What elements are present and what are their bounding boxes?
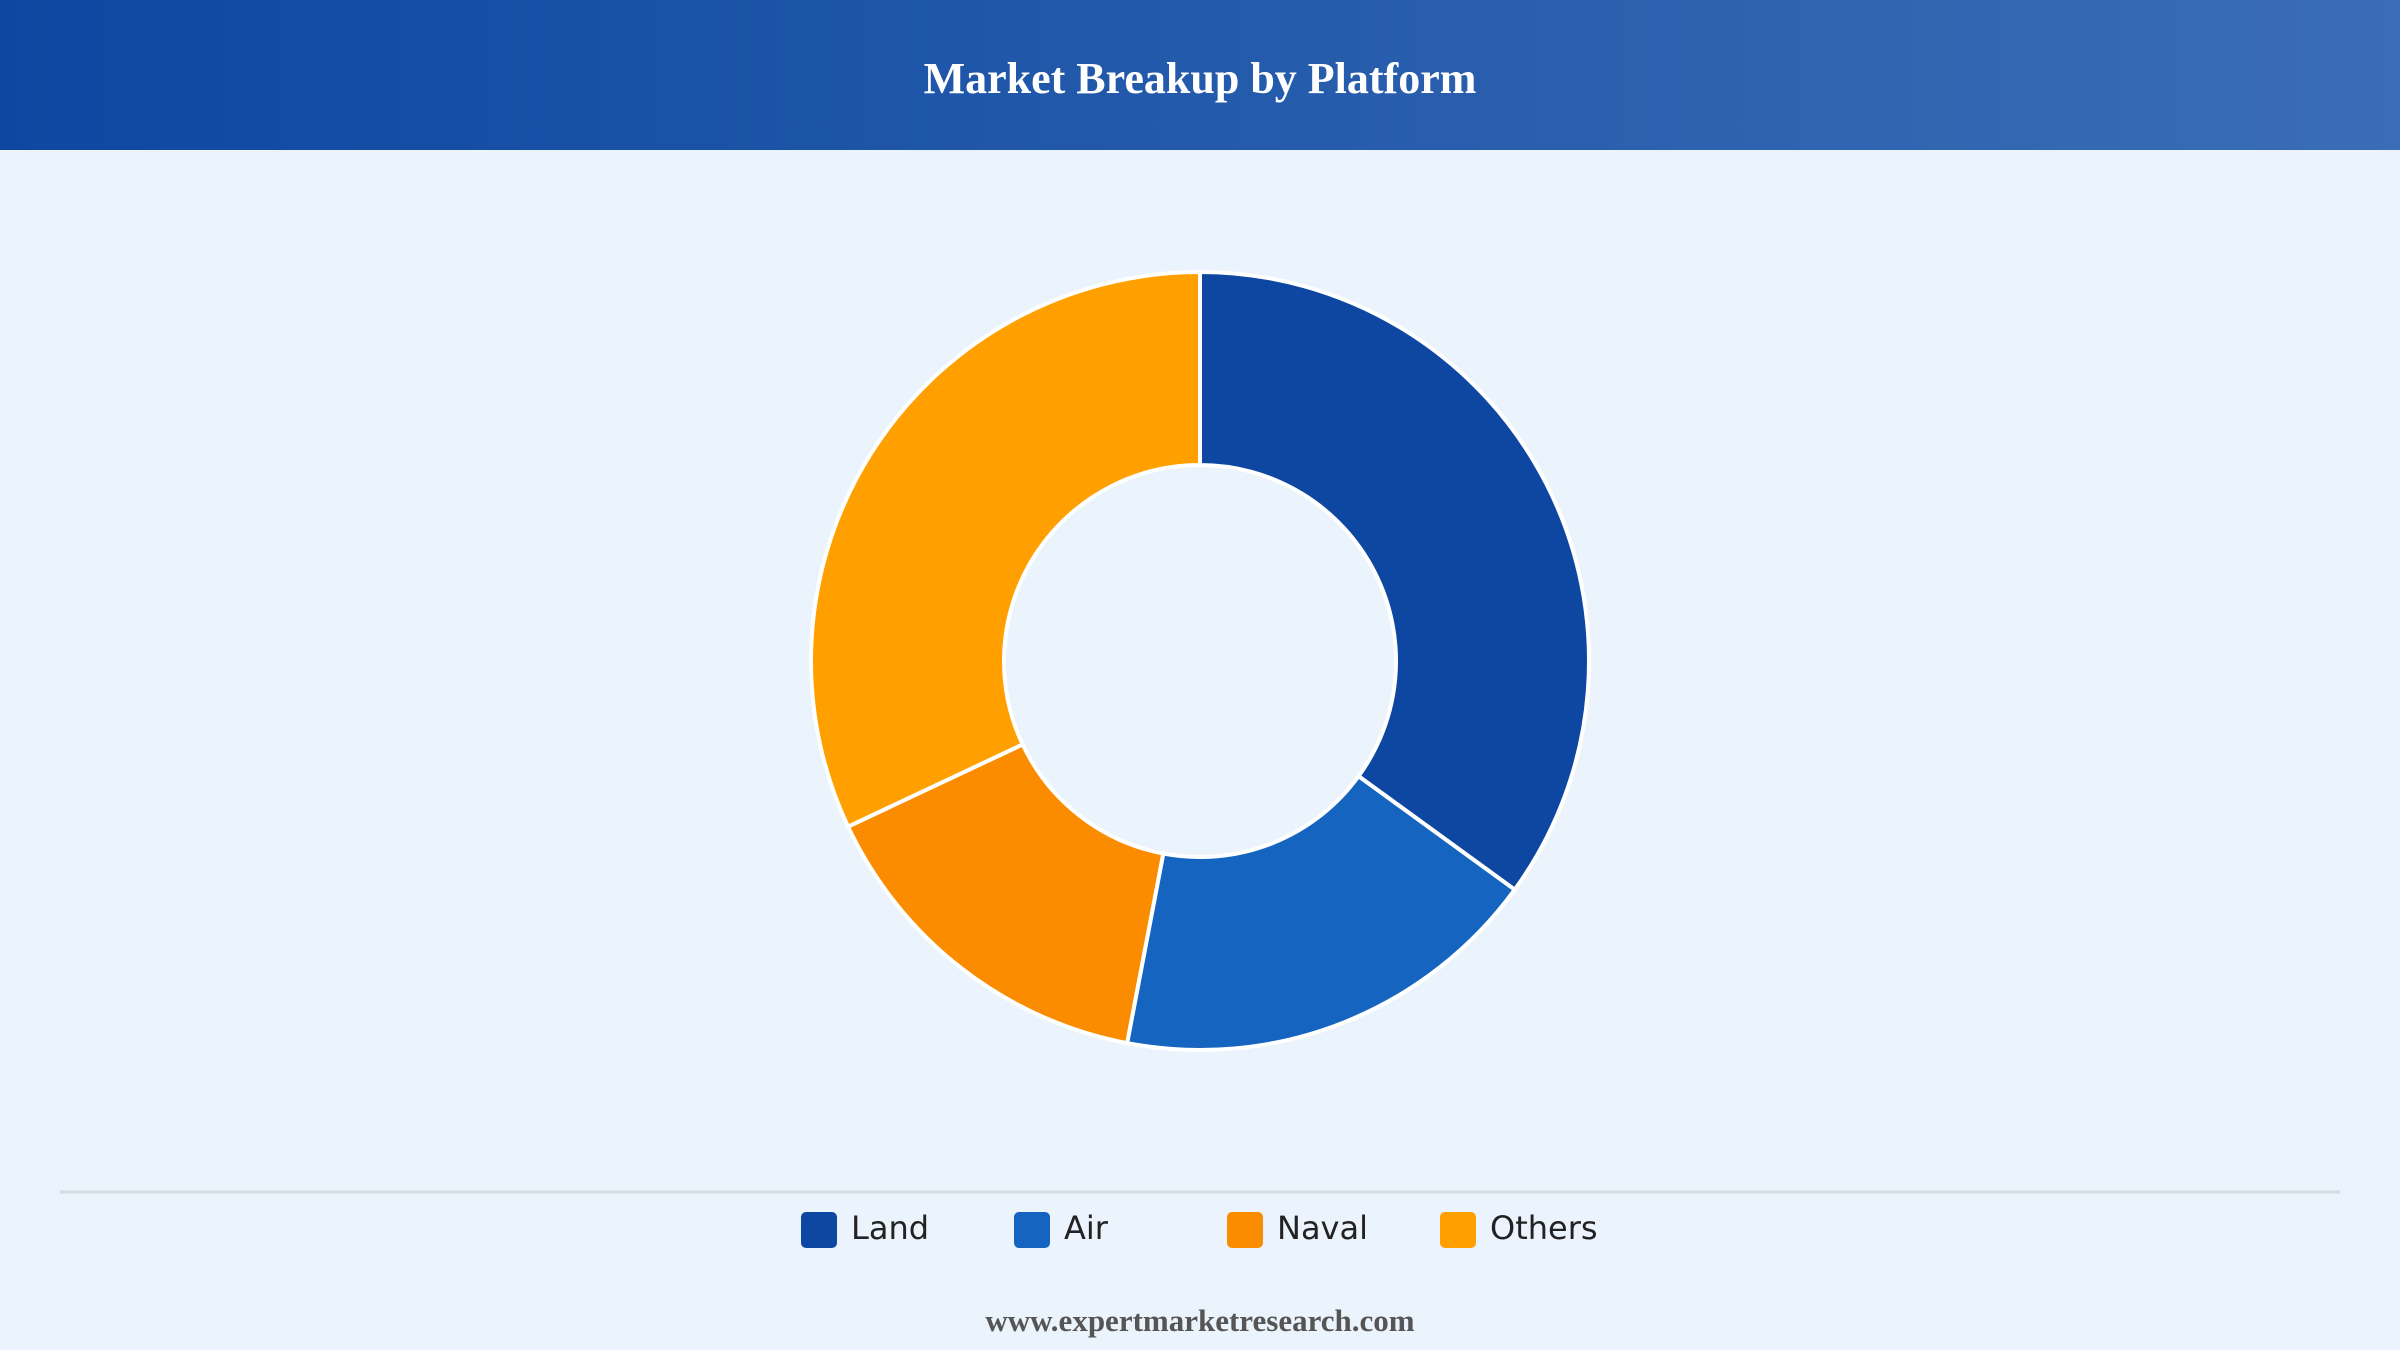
legend-swatch [1227, 1212, 1263, 1248]
slice [1124, 773, 1518, 1052]
slice [845, 741, 1166, 1046]
legend-swatch [801, 1212, 837, 1248]
slice [1198, 269, 1591, 893]
legend-swatch [1440, 1212, 1476, 1248]
source-text: www.expertmarketresearch.com [985, 1303, 1414, 1338]
legend-label: Land [851, 1209, 929, 1247]
legend-label: Naval [1277, 1209, 1368, 1247]
legend-label: Air [1064, 1209, 1109, 1247]
legend-swatch [1014, 1212, 1050, 1248]
header-bar [0, 0, 2400, 150]
slice [809, 269, 1202, 830]
legend-label: Others [1490, 1209, 1598, 1247]
chart-title: Market Breakup by Platform [924, 54, 1477, 103]
